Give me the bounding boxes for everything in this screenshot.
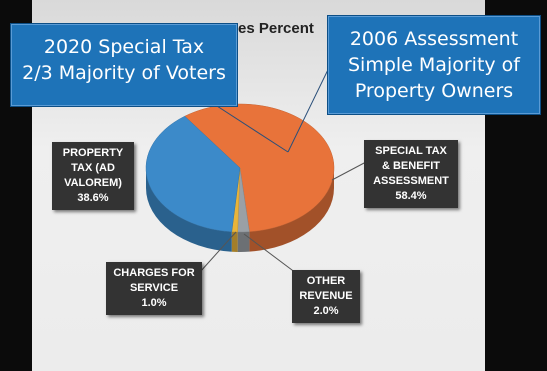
- label-charges-line2: SERVICE: [129, 282, 179, 294]
- label-property-tax: PROPERTY TAX (AD VALOREM) 38.6%: [52, 142, 134, 210]
- callout-2006-assessment: 2006 Assessment Simple Majority of Prope…: [327, 15, 541, 115]
- callout-left-line2: 2/3 Majority of Voters: [22, 62, 226, 84]
- label-charges-for-service: CHARGES FOR SERVICE 1.0%: [106, 262, 202, 315]
- label-property-tax-line3: VALOREM): [64, 177, 122, 189]
- leader-line-special-tax: [331, 161, 367, 181]
- pie-slice-other-revenue-side: [237, 231, 250, 252]
- label-property-tax-line1: PROPERTY: [62, 147, 124, 159]
- pie-slice-property-tax: [145, 115, 241, 233]
- label-other-value: 2.0%: [313, 305, 339, 317]
- label-property-tax-value: 38.6%: [77, 192, 109, 204]
- label-special-tax-value: 58.4%: [395, 190, 427, 202]
- label-other-line2: REVENUE: [299, 290, 353, 302]
- pie-slice-special-tax-side: [249, 168, 334, 252]
- leader-line-charges: [199, 231, 237, 273]
- callout-2020-special-tax: 2020 Special Tax 2/3 Majority of Voters: [10, 23, 238, 107]
- label-charges-line1: CHARGES FOR: [113, 267, 195, 279]
- chart-title-fragment: es Percent: [238, 20, 314, 37]
- label-special-tax-line3: ASSESSMENT: [373, 175, 449, 187]
- callout-left-line1: 2020 Special Tax: [43, 36, 205, 58]
- pie-slice-charges-side: [231, 231, 238, 252]
- label-property-tax-line2: TAX (AD: [71, 162, 115, 174]
- label-special-tax-line2: & BENEFIT: [381, 160, 441, 172]
- pie-slice-property-tax-side: [146, 168, 232, 252]
- label-charges-value: 1.0%: [141, 297, 167, 309]
- label-other-line1: OTHER: [306, 275, 346, 287]
- label-special-tax-line1: SPECIAL TAX: [375, 145, 447, 157]
- callout-right-line3: Property Owners: [354, 80, 514, 102]
- callout-right-line1: 2006 Assessment: [349, 28, 519, 50]
- label-special-tax: SPECIAL TAX & BENEFIT ASSESSMENT 58.4%: [364, 140, 458, 208]
- label-other-revenue: OTHER REVENUE 2.0%: [292, 270, 360, 323]
- callout-right-line2: Simple Majority of: [348, 54, 520, 76]
- leader-line-other: [243, 233, 301, 277]
